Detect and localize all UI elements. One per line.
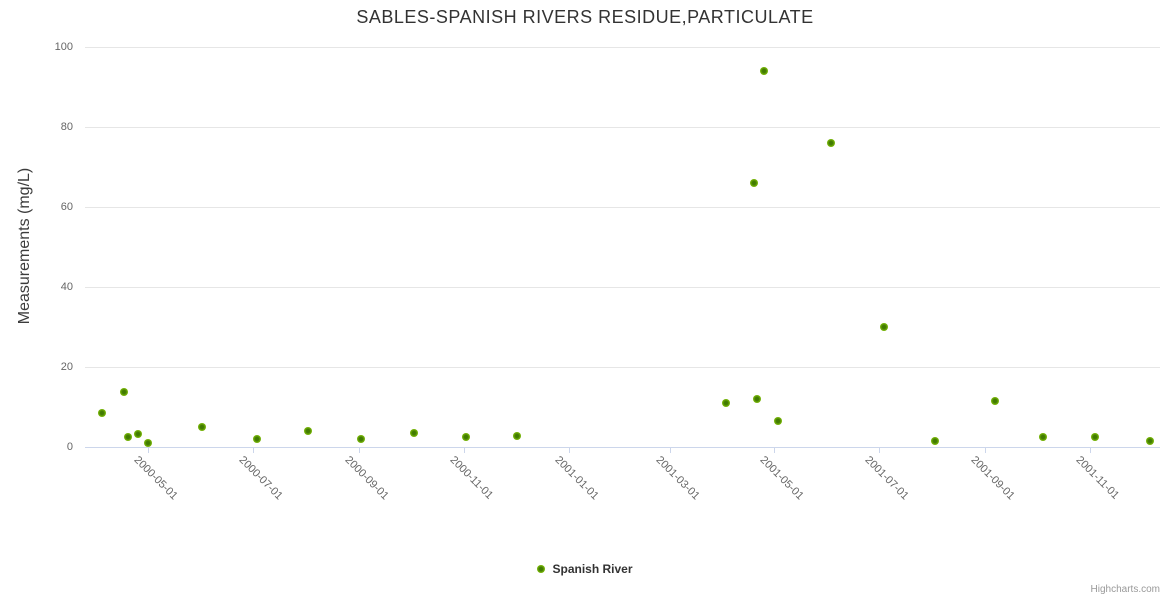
- y-axis-label: 0: [66, 440, 73, 453]
- scatter-point[interactable]: [144, 438, 153, 447]
- scatter-point[interactable]: [1145, 437, 1154, 446]
- scatter-point[interactable]: [749, 178, 758, 187]
- scatter-point[interactable]: [773, 416, 782, 425]
- x-axis-label: 2000-05-01: [131, 453, 181, 502]
- scatter-point[interactable]: [826, 138, 835, 147]
- x-axis-label: 2000-11-01: [447, 453, 496, 502]
- x-tick-mark: [985, 446, 987, 453]
- scatter-point[interactable]: [880, 322, 888, 331]
- scatter-point[interactable]: [513, 432, 522, 441]
- scatter-point[interactable]: [357, 435, 365, 444]
- legend-label: Spanish River: [552, 562, 633, 576]
- x-axis-label: 2001-03-01: [653, 453, 702, 502]
- scatter-point[interactable]: [759, 67, 768, 75]
- x-tick-mark: [774, 446, 776, 453]
- x-axis-label: 2001-07-01: [862, 453, 911, 502]
- legend: Spanish River: [0, 562, 1170, 576]
- y-axis-label: 40: [60, 280, 73, 293]
- x-tick-mark: [148, 446, 150, 453]
- x-tick-mark: [669, 446, 671, 453]
- scatter-point[interactable]: [98, 408, 107, 417]
- y-gridline: [85, 126, 1160, 128]
- x-tick-mark: [463, 446, 465, 453]
- scatter-point[interactable]: [931, 436, 940, 445]
- scatter-point[interactable]: [303, 427, 312, 436]
- scatter-point[interactable]: [134, 430, 143, 439]
- y-gridline: [85, 47, 1160, 48]
- y-axis-label: 80: [60, 120, 73, 133]
- scatter-point[interactable]: [1039, 432, 1048, 441]
- y-axis-title: Measurements (mg/L): [16, 167, 33, 325]
- x-tick-mark: [568, 446, 570, 453]
- x-axis-label: 2001-01-01: [552, 453, 601, 502]
- x-tick-mark: [359, 446, 361, 453]
- x-axis-label: 2000-09-01: [342, 453, 392, 502]
- scatter-point[interactable]: [123, 433, 132, 442]
- y-axis-label: 100: [54, 41, 73, 53]
- credits-link[interactable]: Highcharts.com: [1090, 584, 1160, 595]
- legend-marker-icon: [537, 565, 546, 573]
- x-axis-line: [85, 446, 1160, 448]
- scatter-point[interactable]: [991, 397, 1000, 406]
- y-axis-label: 60: [60, 200, 73, 213]
- x-axis-label: 2001-05-01: [757, 453, 806, 502]
- x-tick-mark: [1089, 446, 1091, 453]
- scatter-point[interactable]: [461, 432, 470, 441]
- scatter-point[interactable]: [197, 423, 206, 432]
- scatter-point[interactable]: [410, 428, 419, 437]
- scatter-point[interactable]: [722, 398, 731, 407]
- y-gridline: [85, 366, 1160, 368]
- x-axis-label: 2001-11-01: [1073, 453, 1121, 502]
- x-axis-label: 2001-09-01: [968, 453, 1017, 502]
- y-axis-label: 20: [60, 360, 73, 373]
- scatter-point[interactable]: [1090, 432, 1099, 441]
- x-tick-mark: [253, 446, 254, 453]
- legend-item-spanish-river[interactable]: Spanish River: [537, 562, 633, 576]
- x-axis-label: 2000-07-01: [236, 453, 285, 502]
- x-tick-mark: [878, 446, 880, 453]
- chart-title: SABLES-SPANISH RIVERS RESIDUE,PARTICULAT…: [356, 7, 814, 27]
- y-gridline: [85, 206, 1160, 208]
- scatter-point[interactable]: [120, 388, 129, 397]
- y-gridline: [85, 286, 1160, 288]
- scatter-point[interactable]: [753, 394, 762, 403]
- scatter-point[interactable]: [252, 434, 261, 443]
